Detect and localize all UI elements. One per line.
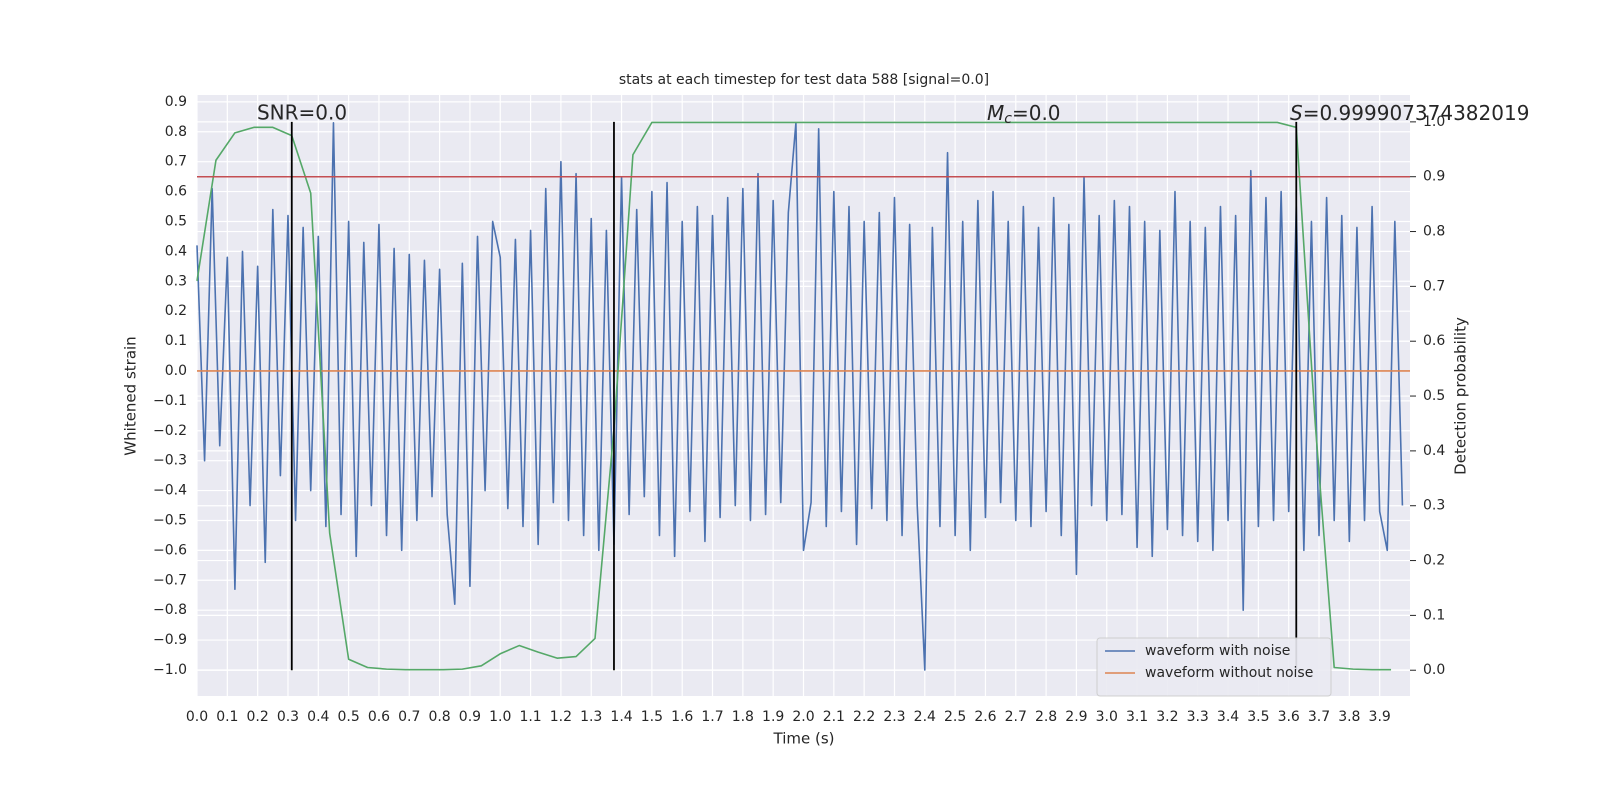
- x-tick-label: 2.5: [944, 709, 966, 725]
- x-tick-label: 1.4: [610, 709, 632, 725]
- y-tick-label: −0.1: [153, 393, 187, 409]
- y-tick-label: 0.3: [165, 273, 187, 289]
- legend-label: waveform with noise: [1145, 643, 1290, 659]
- x-tick-label: 1.2: [550, 709, 572, 725]
- y-tick-label: −0.2: [153, 423, 187, 439]
- annotation: Mc=0.0: [987, 101, 1061, 128]
- y-tick-label: −0.7: [153, 572, 187, 588]
- annotation-text: =0.999907374382019: [1303, 101, 1530, 125]
- x-tick-label: 0.4: [307, 709, 329, 725]
- y2-tick-label: 1.0: [1423, 114, 1445, 130]
- y2-tick-label: 0.7: [1423, 278, 1445, 294]
- y-tick-label: −0.4: [153, 483, 187, 499]
- series-line: [196, 121, 1392, 671]
- marks: [196, 121, 1410, 671]
- x-tick-label: 0.2: [247, 709, 269, 725]
- legend: waveform with noise waveform without nois…: [1096, 637, 1332, 697]
- y-tick-label: 0.1: [165, 333, 187, 349]
- x-tick-label: 1.3: [580, 709, 602, 725]
- legend-label: waveform without noise: [1145, 665, 1313, 681]
- y-tick-label: 0.2: [165, 303, 187, 319]
- y-tick-label: −0.8: [153, 602, 187, 618]
- x-tick-label: 2.8: [1035, 709, 1057, 725]
- y-tick-label: −0.6: [153, 542, 187, 558]
- x-tick-label: 0.1: [216, 709, 238, 725]
- x-tick-label: 1.5: [641, 709, 663, 725]
- y2-tick-label: 0.8: [1423, 224, 1445, 240]
- y-tick-label: 0.0: [165, 363, 187, 379]
- y2-tick-label: 0.0: [1423, 662, 1445, 678]
- x-tick-label: 0.8: [428, 709, 450, 725]
- annotation: S=0.999907374382019: [1290, 101, 1529, 125]
- x-tick-label: 3.2: [1156, 709, 1178, 725]
- y-tick-label: −0.3: [153, 453, 187, 469]
- x-tick-label: 1.9: [762, 709, 784, 725]
- y-tick-label: −0.9: [153, 632, 187, 648]
- x-tick-label: 3.7: [1308, 709, 1330, 725]
- y2-axis-label: Detection probability: [1452, 317, 1470, 475]
- y-axis-label: Whitened strain: [122, 336, 140, 455]
- x-tick-label: 1.8: [732, 709, 754, 725]
- x-tick-label: 3.5: [1247, 709, 1269, 725]
- x-tick-label: 3.8: [1338, 709, 1360, 725]
- x-tick-label: 3.1: [1126, 709, 1148, 725]
- y-tick-label: −0.5: [153, 512, 187, 528]
- y-tick-label: 0.4: [165, 243, 187, 259]
- x-tick-label: 2.2: [853, 709, 875, 725]
- annotation-symbol: M: [987, 101, 1004, 125]
- y2-tick-label: 0.4: [1423, 443, 1445, 459]
- x-tick-label: 3.4: [1217, 709, 1239, 725]
- y2-tick-label: 0.2: [1423, 553, 1445, 569]
- x-tick-label: 0.6: [368, 709, 390, 725]
- y-tick-label: 0.8: [165, 124, 187, 140]
- x-tick-label: 3.3: [1187, 709, 1209, 725]
- y2-tick-label: 0.9: [1423, 169, 1445, 185]
- y2-tick-label: 0.3: [1423, 498, 1445, 514]
- x-tick-label: 3.6: [1278, 709, 1300, 725]
- x-tick-label: 1.0: [489, 709, 511, 725]
- x-tick-label: 0.5: [337, 709, 359, 725]
- legend-box: [1096, 637, 1332, 697]
- x-tick-label: 3.9: [1369, 709, 1391, 725]
- y-tick-label: 0.5: [165, 213, 187, 229]
- x-tick-label: 2.0: [792, 709, 814, 725]
- annotation-subscript: c: [1004, 111, 1012, 127]
- annotation-symbol: S: [1290, 101, 1303, 125]
- series-line: [196, 122, 1404, 671]
- x-tick-label: 1.1: [519, 709, 541, 725]
- y2-tick-label: 0.5: [1423, 388, 1445, 404]
- x-tick-label: 0.0: [186, 709, 208, 725]
- y-tick-label: 0.7: [165, 154, 187, 170]
- annotation-text: =0.0: [1012, 101, 1061, 125]
- grid: [196, 95, 1410, 696]
- x-tick-label: 1.7: [701, 709, 723, 725]
- x-tick-label: 1.6: [671, 709, 693, 725]
- x-tick-label: 2.3: [883, 709, 905, 725]
- y-tick-label: 0.9: [165, 94, 187, 110]
- x-tick-label: 0.7: [398, 709, 420, 725]
- x-tick-label: 3.0: [1096, 709, 1118, 725]
- x-tick-label: 2.1: [823, 709, 845, 725]
- x-tick-label: 2.4: [914, 709, 936, 725]
- x-tick-label: 2.7: [1005, 709, 1027, 725]
- y-tick-label: −1.0: [153, 662, 187, 678]
- x-tick-label: 0.3: [277, 709, 299, 725]
- y2-tick-label: 0.6: [1423, 333, 1445, 349]
- y-tick-label: 0.6: [165, 184, 187, 200]
- x-tick-label: 2.6: [974, 709, 996, 725]
- chart-title: stats at each timestep for test data 588…: [619, 72, 989, 88]
- x-tick-label: 0.9: [459, 709, 481, 725]
- y2-tick-label: 0.1: [1423, 607, 1445, 623]
- x-tick-label: 2.9: [1065, 709, 1087, 725]
- annotation: SNR=0.0: [257, 101, 347, 125]
- x-axis-label: Time (s): [773, 730, 835, 748]
